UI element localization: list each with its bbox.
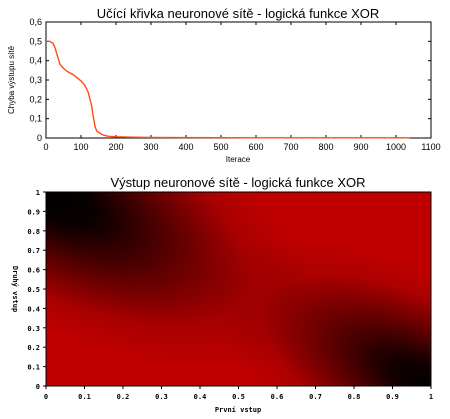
chart1-ytick-label: 0,3 [29,75,42,85]
chart2-axes: 0 0.1 0.2 0.3 0.4 0.5 0.6 0.7 0.8 0.9 1 0 0.1 0.2 0.3 0… [27,189,433,401]
chart1-ytick-label: 0 [37,133,42,143]
chart2-ytick-label: 0.9 [27,208,40,216]
chart2-ytick-label: 0.8 [27,228,40,236]
chart2-ytick-label: 0.3 [27,325,40,333]
chart2-xlabel: První vstup [215,406,261,414]
chart1-axes: 0 100 200 300 400 500 600 700 800 900 1000 1100 0 0,1… [29,17,440,152]
chart2-ytick-label: 0 [36,383,40,391]
chart2-xtick-label: 0.6 [271,393,284,401]
chart2-ytick-label: 0.2 [27,344,40,352]
chart1-xtick-label: 700 [283,142,298,152]
chart1-xtick-label: 800 [318,142,333,152]
chart1-ytick-label: 0,4 [29,56,42,66]
chart2-xtick-label: 0.3 [155,393,168,401]
chart1-xtick-label: 400 [178,142,193,152]
chart2-title: Výstup neuronové sítě - logická funkce X… [110,175,365,190]
chart2-ytick-label: 0.6 [27,267,40,275]
learning-curve-chart: Učící křivka neuronové sítě - logická fu… [7,6,441,164]
chart2-xtick-label: 0.7 [309,393,322,401]
chart1-xtick-label: 900 [353,142,368,152]
chart1-ytick-label: 0,5 [29,36,42,46]
chart1-title: Učící křivka neuronové sítě - logická fu… [97,6,380,21]
chart2-xtick-label: 0 [44,393,48,401]
chart2-ytick-label: 0.7 [27,247,40,255]
chart2-xtick-label: 0.8 [348,393,361,401]
chart2-xtick-label: 1 [429,393,433,401]
chart2-xtick-label: 0.9 [386,393,399,401]
chart1-xtick-label: 1000 [386,142,406,152]
chart2-ytick-label: 0.5 [27,286,40,294]
chart1-xtick-label: 300 [143,142,158,152]
chart2-xtick-label: 0.2 [117,393,130,401]
chart1-ytick-label: 0,2 [29,94,42,104]
chart1-ytick-label: 0,6 [29,17,42,27]
chart1-ylabel: Chyba výstupu sítě [7,45,16,114]
heatmap-dark-region-bottom-right [46,192,431,386]
chart1-xtick-label: 0 [43,142,48,152]
chart1-xtick-label: 100 [73,142,88,152]
chart1-xtick-label: 600 [248,142,263,152]
chart2-xtick-label: 0.1 [78,393,91,401]
chart1-xtick-label: 500 [213,142,228,152]
chart1-xtick-label: 1100 [421,142,440,152]
chart1-xlabel: Iterace [226,155,251,164]
chart1-ytick-label: 0,1 [29,114,42,124]
chart2-ytick-label: 0.4 [27,305,40,313]
chart1-series-line [46,40,410,139]
chart2-xtick-label: 0.4 [194,393,207,401]
chart1-xtick-label: 200 [108,142,123,152]
chart1-plot-area [45,21,432,139]
chart2-xtick-label: 0.5 [232,393,245,401]
chart2-ytick-label: 1 [36,189,40,197]
output-heatmap-chart: Výstup neuronové sítě - logická funkce X… [11,175,433,414]
chart2-ytick-label: 0.1 [27,364,40,372]
chart2-ylabel: Druhý vstup [11,266,19,312]
